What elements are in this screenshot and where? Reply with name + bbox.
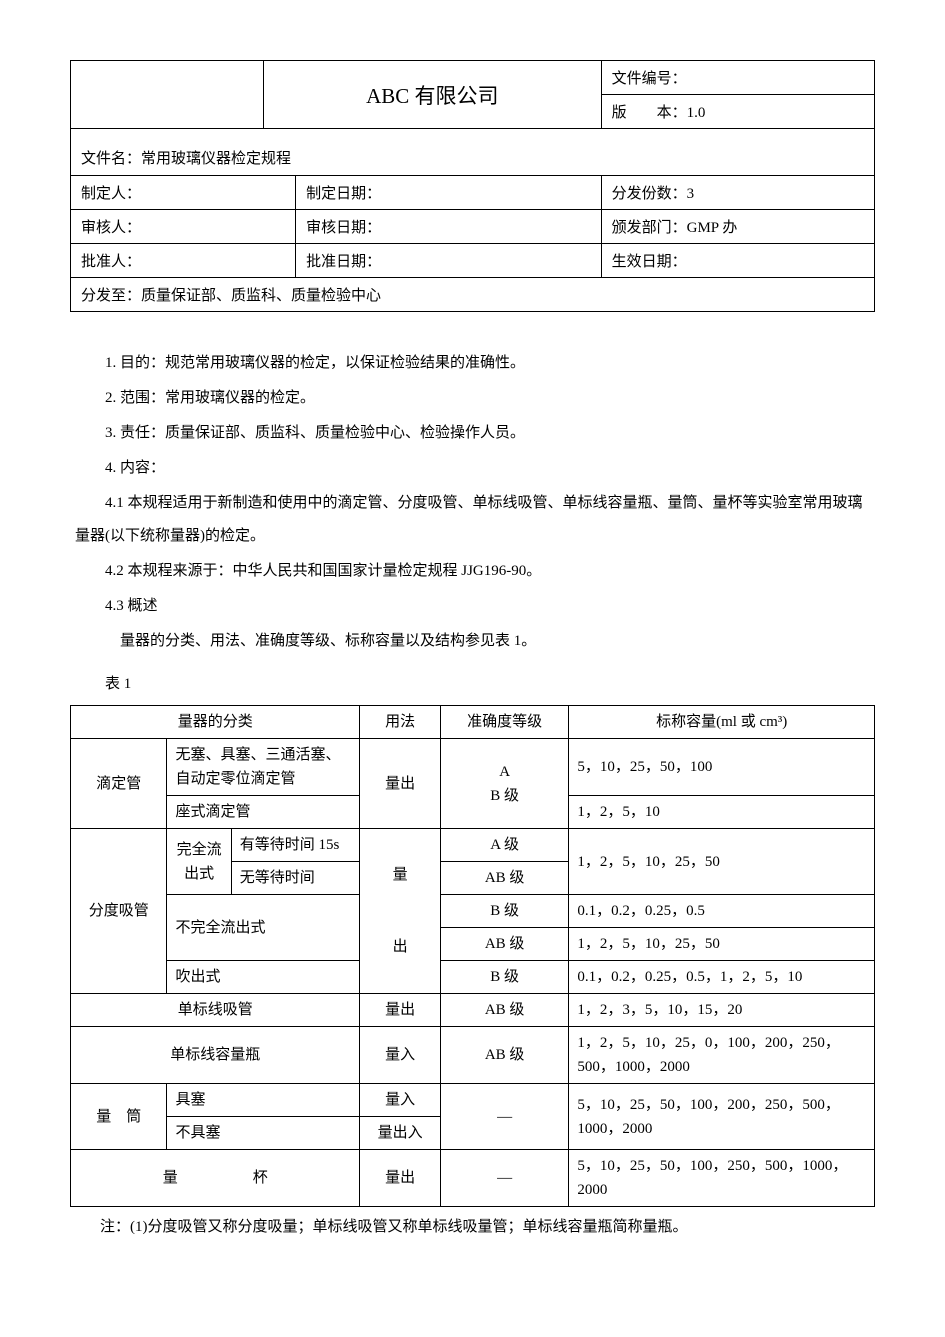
r1-acc2: B 级 bbox=[490, 788, 519, 804]
document-meta-table: 制定人： 制定日期： 分发份数：3 审核人： 审核日期： 颁发部门：GMP 办 … bbox=[70, 175, 875, 312]
r2-c1: 分度吸管 bbox=[71, 829, 167, 994]
doc-number-label: 文件编号： bbox=[612, 71, 687, 87]
body-p43: 4.3 概述 bbox=[75, 590, 870, 623]
r1-usage: 量出 bbox=[360, 739, 440, 829]
r1b-c2: 座式滴定管 bbox=[167, 796, 360, 829]
dept-cell: 颁发部门：GMP 办 bbox=[601, 210, 874, 244]
r1-c2: 无塞、具塞、三通活塞、自动定零位滴定管 bbox=[167, 739, 360, 796]
body-p2: 2. 范围：常用玻璃仪器的检定。 bbox=[75, 382, 870, 415]
th-accuracy: 准确度等级 bbox=[440, 706, 569, 739]
version-value: 1.0 bbox=[687, 105, 706, 121]
r2-acc2: AB 级 bbox=[440, 862, 569, 895]
r4-c1: 单标线容量瓶 bbox=[71, 1027, 360, 1084]
copies-cell: 分发份数：3 bbox=[601, 176, 874, 210]
r2b-vol2: 1，2，5，10，25，50 bbox=[569, 928, 875, 961]
r1-usage-text: 量出 bbox=[385, 776, 415, 792]
reviewer-cell: 审核人： bbox=[71, 210, 296, 244]
th-volume: 标称容量(ml 或 cm³) bbox=[569, 706, 875, 739]
r2-acc1: A 级 bbox=[440, 829, 569, 862]
r6-usage: 量出 bbox=[360, 1150, 440, 1207]
body-p42: 4.2 本规程来源于：中华人民共和国国家计量检定规程 JJG196-90。 bbox=[75, 555, 870, 588]
r2-usage1: 量 bbox=[393, 867, 408, 883]
copies-value: 3 bbox=[687, 186, 695, 202]
r6-c1: 量 杯 bbox=[71, 1150, 360, 1207]
body-p43a: 量器的分类、用法、准确度等级、标称容量以及结构参见表 1。 bbox=[75, 625, 870, 658]
r5-usage2: 量出入 bbox=[360, 1117, 440, 1150]
approve-date-cell: 批准日期： bbox=[296, 244, 602, 278]
dept-value: GMP 办 bbox=[687, 220, 738, 236]
document-body: 1. 目的：规范常用玻璃仪器的检定，以保证检验结果的准确性。 2. 范围：常用玻… bbox=[70, 347, 875, 701]
r3-c1: 单标线吸管 bbox=[71, 994, 360, 1027]
r2b-c2: 不完全流出式 bbox=[167, 895, 360, 961]
body-p4: 4. 内容： bbox=[75, 452, 870, 485]
review-date-cell: 审核日期： bbox=[296, 210, 602, 244]
r6-acc: — bbox=[440, 1150, 569, 1207]
r2-c2b2: 无等待时间 bbox=[231, 862, 360, 895]
r3-usage: 量出 bbox=[360, 994, 440, 1027]
r2-vol1: 1，2，5，10，25，50 bbox=[569, 829, 875, 895]
specification-table: 量器的分类 用法 准确度等级 标称容量(ml 或 cm³) 滴定管 无塞、具塞、… bbox=[70, 705, 875, 1207]
document-header-table: ABC 有限公司 文件编号： 版 本：1.0 文件名：常用玻璃仪器检定规程 bbox=[70, 60, 875, 176]
body-p1: 1. 目的：规范常用玻璃仪器的检定，以保证检验结果的准确性。 bbox=[75, 347, 870, 380]
r2c-c2: 吹出式 bbox=[167, 961, 360, 994]
r5-acc: — bbox=[440, 1084, 569, 1150]
r1-c1: 滴定管 bbox=[71, 739, 167, 829]
r5-usage1: 量入 bbox=[360, 1084, 440, 1117]
th-category: 量器的分类 bbox=[71, 706, 360, 739]
r5-vol: 5，10，25，50，100，200，250，500，1000，2000 bbox=[569, 1084, 875, 1150]
r5-c2b: 不具塞 bbox=[167, 1117, 360, 1150]
r5-c1: 量 筒 bbox=[71, 1084, 167, 1150]
r4-usage: 量入 bbox=[360, 1027, 440, 1084]
r4-vol: 1，2，5，10，25，0，100，200，250，500，1000，2000 bbox=[569, 1027, 875, 1084]
header-blank-cell bbox=[71, 61, 264, 129]
copies-label: 分发份数： bbox=[612, 186, 687, 202]
r2b-acc2: AB 级 bbox=[440, 928, 569, 961]
author-date-cell: 制定日期： bbox=[296, 176, 602, 210]
filename-cell: 文件名：常用玻璃仪器检定规程 bbox=[71, 129, 875, 176]
r5-c2a: 具塞 bbox=[167, 1084, 360, 1117]
r6-vol: 5，10，25，50，100，250，500，1000，2000 bbox=[569, 1150, 875, 1207]
author-cell: 制定人： bbox=[71, 176, 296, 210]
r2-c2a: 完全流出式 bbox=[167, 829, 231, 895]
r2b-acc1: B 级 bbox=[440, 895, 569, 928]
th-usage: 用法 bbox=[360, 706, 440, 739]
r1-accuracy: A B 级 bbox=[440, 739, 569, 829]
filename-label: 文件名： bbox=[81, 151, 141, 167]
r4-acc: AB 级 bbox=[440, 1027, 569, 1084]
body-p41: 4.1 本规程适用于新制造和使用中的滴定管、分度吸管、单标线吸管、单标线容量瓶、… bbox=[75, 487, 870, 553]
r2b-vol1: 0.1，0.2，0.25，0.5 bbox=[569, 895, 875, 928]
r2c-acc: B 级 bbox=[440, 961, 569, 994]
table-note: 注：(1)分度吸管又称分度吸量；单标线吸管又称单标线吸量管；单标线容量瓶简称量瓶… bbox=[70, 1213, 875, 1242]
approver-cell: 批准人： bbox=[71, 244, 296, 278]
r2-usage: 量 出 bbox=[360, 829, 440, 994]
body-p3: 3. 责任：质量保证部、质监科、质量检验中心、检验操作人员。 bbox=[75, 417, 870, 450]
doc-number-cell: 文件编号： bbox=[601, 61, 874, 95]
r1b-vol: 1，2，5，10 bbox=[569, 796, 875, 829]
r2-usage2: 出 bbox=[393, 939, 408, 955]
r2c-vol: 0.1，0.2，0.25，0.5，1，2，5，10 bbox=[569, 961, 875, 994]
effective-cell: 生效日期： bbox=[601, 244, 874, 278]
version-cell: 版 本：1.0 bbox=[601, 95, 874, 129]
company-name: ABC 有限公司 bbox=[263, 61, 601, 129]
filename-value: 常用玻璃仪器检定规程 bbox=[141, 151, 291, 167]
dept-label: 颁发部门： bbox=[612, 220, 687, 236]
distribute-cell: 分发至：质量保证部、质监科、质量检验中心 bbox=[71, 278, 875, 312]
table-label: 表 1 bbox=[75, 668, 870, 701]
r3-acc: AB 级 bbox=[440, 994, 569, 1027]
r1-vol: 5，10，25，50，100 bbox=[569, 739, 875, 796]
version-label: 版 本： bbox=[612, 105, 687, 121]
r3-vol: 1，2，3，5，10，15，20 bbox=[569, 994, 875, 1027]
r1-acc1: A bbox=[499, 764, 510, 780]
r2-c2b1: 有等待时间 15s bbox=[231, 829, 360, 862]
